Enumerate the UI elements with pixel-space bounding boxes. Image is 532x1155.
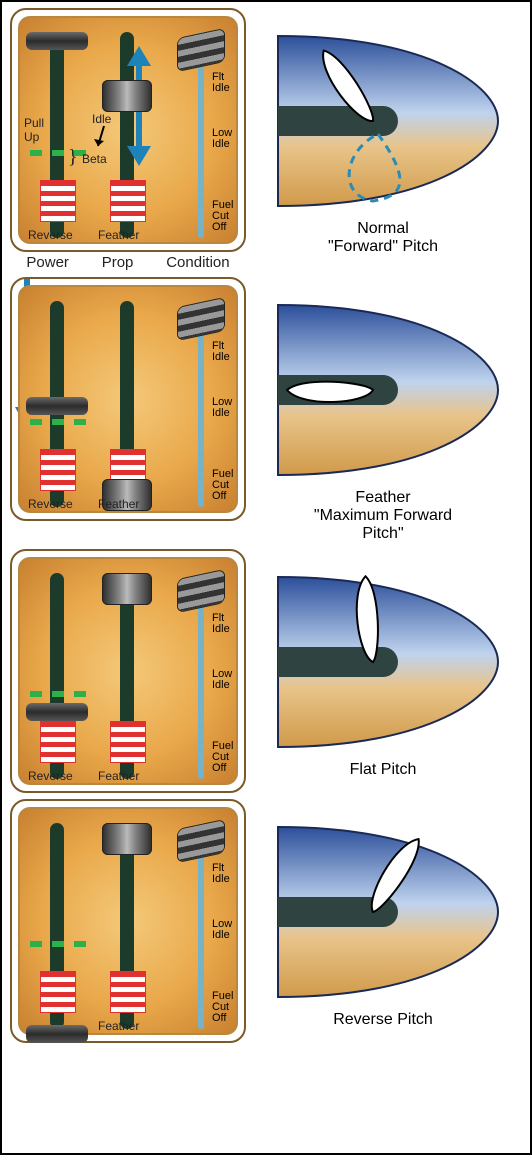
spinner-column: Normal"Forward" Pitch [258,8,508,256]
prop-feather-zone [110,721,146,763]
label-low-idle: Low Idle [212,919,232,941]
label-reverse: Reverse [28,228,73,242]
spinner-hub [258,106,398,136]
prop-feather-zone [110,180,146,222]
propeller-spinner [258,817,508,1007]
power-lever-knob[interactable] [26,397,88,415]
panel-column: Flt Idle Low Idle Fuel Cut Off Reverse F… [10,277,246,521]
power-lever-knob[interactable] [26,1025,88,1043]
lever-panel: Flt Idle Low Idle Fuel Cut Off Reverse F… [10,8,246,252]
beta-brace: } [68,146,78,169]
panel-column: Flt Idle Low Idle Fuel Cut Off Reverse F… [10,8,246,271]
propeller-spinner [258,295,508,485]
power-reverse-zone [40,180,76,222]
label-power: Power [26,254,69,271]
prop-lever-knob[interactable] [102,823,152,855]
idle-detent [30,691,90,697]
lever-panel: Flt Idle Low Idle Fuel Cut Off Reverse F… [10,277,246,521]
spinner-column: Feather"Maximum ForwardPitch" [258,277,508,543]
lever-labels-row: Power Prop Condition [10,254,246,271]
config-row: Flt Idle Low Idle Fuel Cut Off Feather R… [2,793,530,1043]
power-reverse-zone [40,721,76,763]
pitch-caption: Feather"Maximum ForwardPitch" [258,489,508,543]
prop-lever-knob[interactable] [102,80,152,112]
label-low-idle: Low Idle [212,397,232,419]
label-fuel-cutoff: Fuel Cut Off [212,200,233,233]
config-row: Flt Idle Low Idle Fuel Cut Off Reverse F… [2,543,530,793]
pitch-caption: Reverse Pitch [258,1011,508,1029]
panel-column: Flt Idle Low Idle Fuel Cut Off Feather [10,799,246,1043]
spinner-column: Flat Pitch [258,549,508,779]
spinner-column: Reverse Pitch [258,799,508,1029]
label-idle: Idle [92,112,111,126]
label-feather: Feather [98,497,139,511]
pitch-caption: Flat Pitch [258,761,508,779]
label-reverse: Reverse [28,769,73,783]
figure-container: Flt Idle Low Idle Fuel Cut Off Reverse F… [0,0,532,1155]
prop-feather-zone [110,971,146,1013]
label-feather: Feather [98,228,139,242]
label-feather: Feather [98,769,139,783]
pitch-caption: Normal"Forward" Pitch [258,220,508,256]
label-flt-idle: Flt Idle [212,72,230,94]
idle-arrow [98,126,118,155]
label-fuel-cutoff: Fuel Cut Off [212,741,233,774]
propeller-spinner [258,26,508,216]
label-low-idle: Low Idle [212,128,232,150]
idle-detent [30,941,90,947]
label-flt-idle: Flt Idle [212,341,230,363]
label-low-idle: Low Idle [212,669,232,691]
lever-panel: Flt Idle Low Idle Fuel Cut Off Reverse F… [10,549,246,793]
label-fuel-cutoff: Fuel Cut Off [212,991,233,1024]
prop-lever-knob[interactable] [102,573,152,605]
label-fuel-cutoff: Fuel Cut Off [212,469,233,502]
config-row: Flt Idle Low Idle Fuel Cut Off Reverse F… [2,271,530,543]
label-condition: Condition [166,254,229,271]
panel-column: Flt Idle Low Idle Fuel Cut Off Reverse F… [10,549,246,793]
label-prop: Prop [102,254,134,271]
power-lever-knob[interactable] [26,703,88,721]
label-feather: Feather [98,1019,139,1033]
label-flt-idle: Flt Idle [212,613,230,635]
lever-panel: Flt Idle Low Idle Fuel Cut Off Feather [10,799,246,1043]
power-lever-knob[interactable] [26,32,88,50]
label-beta: Beta [82,152,107,166]
label-pull-up: Pull Up [24,116,44,144]
config-row: Flt Idle Low Idle Fuel Cut Off Reverse F… [2,2,530,271]
idle-detent [30,150,90,156]
propeller-spinner [258,567,508,757]
power-reverse-zone [40,971,76,1013]
label-flt-idle: Flt Idle [212,863,230,885]
idle-detent [30,419,90,425]
power-reverse-zone [40,449,76,491]
label-reverse: Reverse [28,497,73,511]
